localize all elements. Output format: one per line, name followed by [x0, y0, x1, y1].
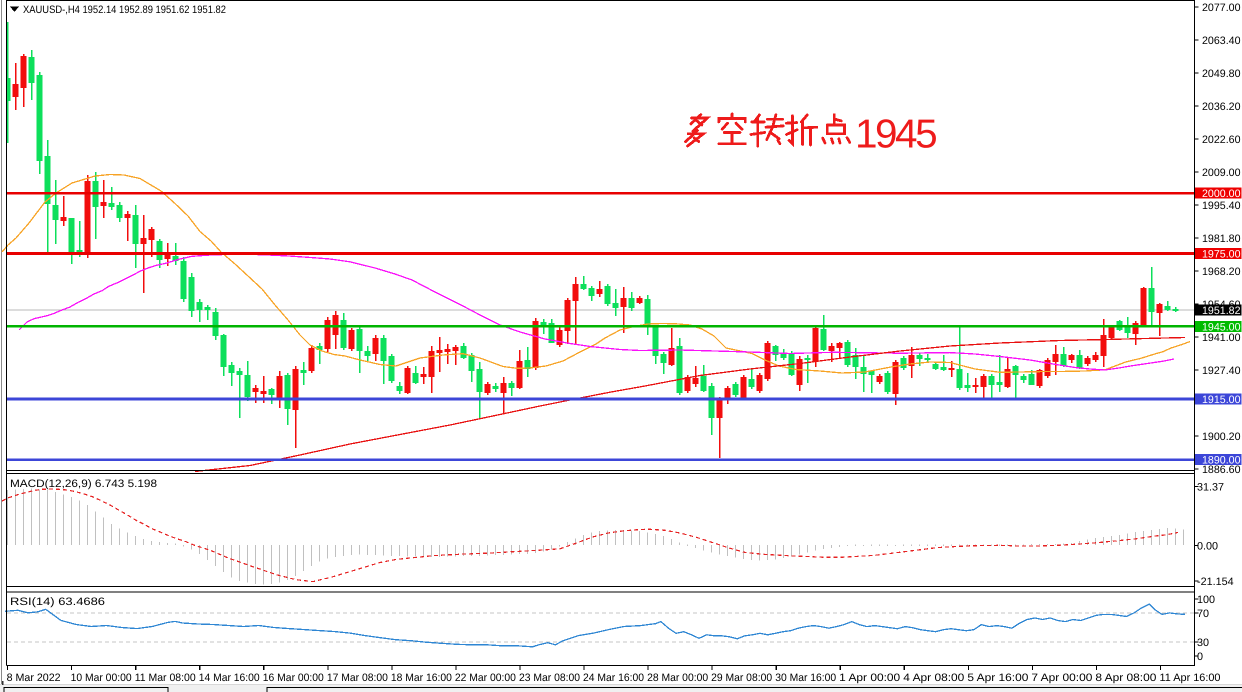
- svg-text:70: 70: [1197, 608, 1209, 620]
- svg-text:2077.00: 2077.00: [1202, 2, 1241, 14]
- svg-text:2022.60: 2022.60: [1202, 134, 1241, 146]
- svg-text:11 Mar 08:00: 11 Mar 08:00: [135, 672, 196, 684]
- svg-text:1927.40: 1927.40: [1202, 365, 1241, 377]
- svg-text:31.37: 31.37: [1197, 482, 1224, 494]
- svg-text:1968.20: 1968.20: [1202, 266, 1241, 278]
- svg-text:1981.80: 1981.80: [1202, 233, 1241, 245]
- svg-text:1915.00: 1915.00: [1202, 394, 1241, 406]
- svg-text:24 Mar 16:00: 24 Mar 16:00: [583, 672, 644, 684]
- svg-text:MACD(12,26,9) 6.743 5.198: MACD(12,26,9) 6.743 5.198: [10, 478, 157, 490]
- svg-text:8 Apr 08:00: 8 Apr 08:00: [1095, 672, 1156, 684]
- svg-text:7 Apr 00:00: 7 Apr 00:00: [1031, 672, 1092, 684]
- svg-text:RSI(14) 63.4686: RSI(14) 63.4686: [10, 596, 105, 608]
- svg-text:1 Apr 00:00: 1 Apr 00:00: [839, 672, 900, 684]
- svg-text:4 Apr 08:00: 4 Apr 08:00: [903, 672, 964, 684]
- svg-text:5 Apr 16:00: 5 Apr 16:00: [967, 672, 1028, 684]
- svg-text:29 Mar 08:00: 29 Mar 08:00: [711, 672, 772, 684]
- svg-text:1900.20: 1900.20: [1202, 431, 1241, 443]
- svg-text:XAUUSD-,H4 1952.14 1952.89 19: XAUUSD-,H4 1952.14 1952.89 1951.62 1951.…: [23, 4, 226, 16]
- svg-text:8 Mar 2022: 8 Mar 2022: [7, 672, 61, 684]
- svg-text:28 Mar 00:00: 28 Mar 00:00: [647, 672, 708, 684]
- svg-text:1951.82: 1951.82: [1202, 305, 1241, 317]
- svg-text:17 Mar 08:00: 17 Mar 08:00: [327, 672, 388, 684]
- svg-text:2009.00: 2009.00: [1202, 167, 1241, 179]
- svg-text:2000.00: 2000.00: [1202, 188, 1241, 200]
- svg-text:1945.00: 1945.00: [1202, 321, 1241, 333]
- svg-text:1890.00: 1890.00: [1202, 455, 1241, 467]
- svg-text:11 Apr 16:00: 11 Apr 16:00: [1160, 672, 1221, 684]
- svg-text:30: 30: [1197, 637, 1209, 649]
- svg-text:18 Mar 16:00: 18 Mar 16:00: [391, 672, 452, 684]
- svg-text:23 Mar 08:00: 23 Mar 08:00: [519, 672, 580, 684]
- svg-text:16 Mar 00:00: 16 Mar 00:00: [263, 672, 324, 684]
- svg-text:1995.40: 1995.40: [1202, 200, 1241, 212]
- svg-text:14 Mar 16:00: 14 Mar 16:00: [199, 672, 260, 684]
- svg-text:2063.40: 2063.40: [1202, 35, 1241, 47]
- svg-text:2036.20: 2036.20: [1202, 101, 1241, 113]
- svg-text:2049.80: 2049.80: [1202, 68, 1241, 80]
- svg-text:1945: 1945: [855, 111, 936, 157]
- svg-text:0.00: 0.00: [1197, 540, 1218, 552]
- svg-text:1975.00: 1975.00: [1202, 249, 1241, 261]
- svg-text:10 Mar 00:00: 10 Mar 00:00: [71, 672, 132, 684]
- svg-text:100: 100: [1197, 594, 1215, 606]
- svg-text:1941.00: 1941.00: [1202, 332, 1241, 344]
- svg-text:0: 0: [1197, 651, 1203, 663]
- svg-text:1886.60: 1886.60: [1202, 464, 1241, 476]
- svg-text:22 Mar 00:00: 22 Mar 00:00: [455, 672, 516, 684]
- svg-text:30 Mar 16:00: 30 Mar 16:00: [775, 672, 836, 684]
- svg-text:-21.154: -21.154: [1197, 576, 1234, 588]
